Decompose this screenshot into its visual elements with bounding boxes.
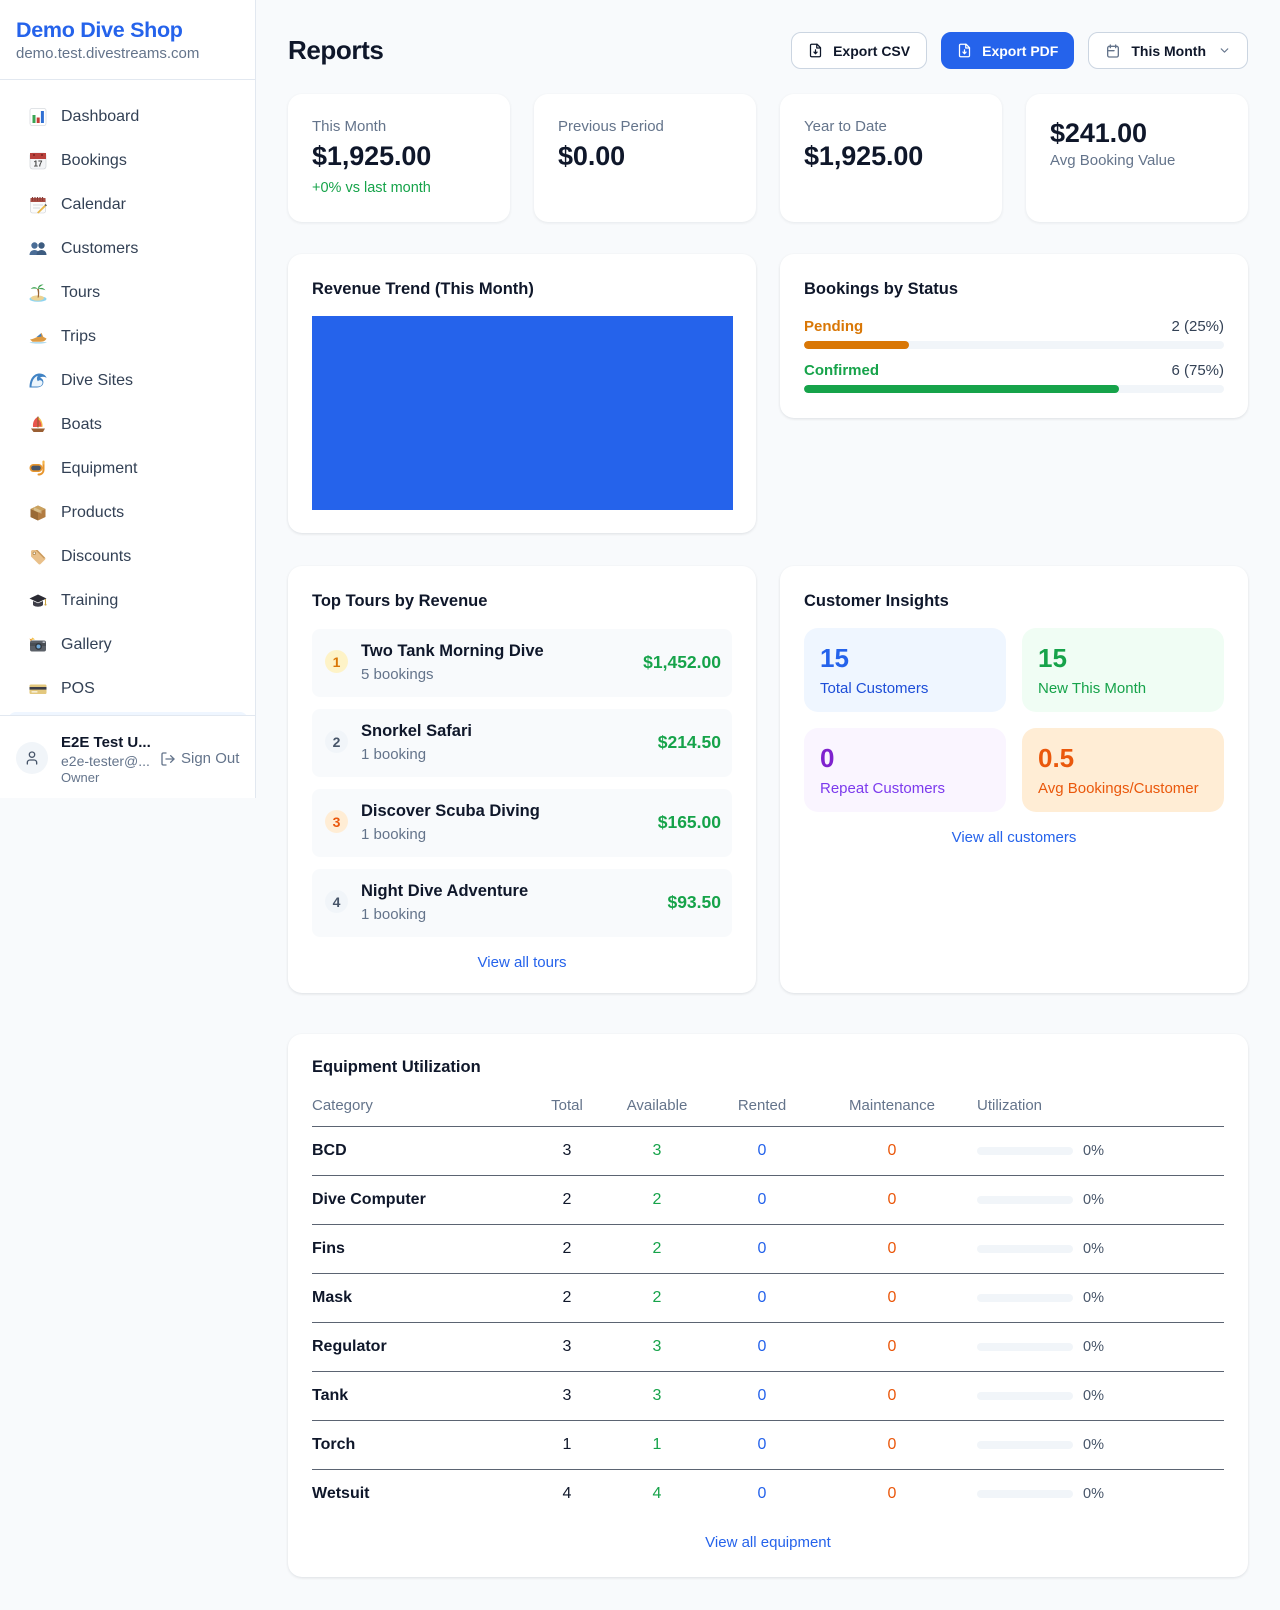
svg-text:17: 17 (34, 160, 43, 169)
